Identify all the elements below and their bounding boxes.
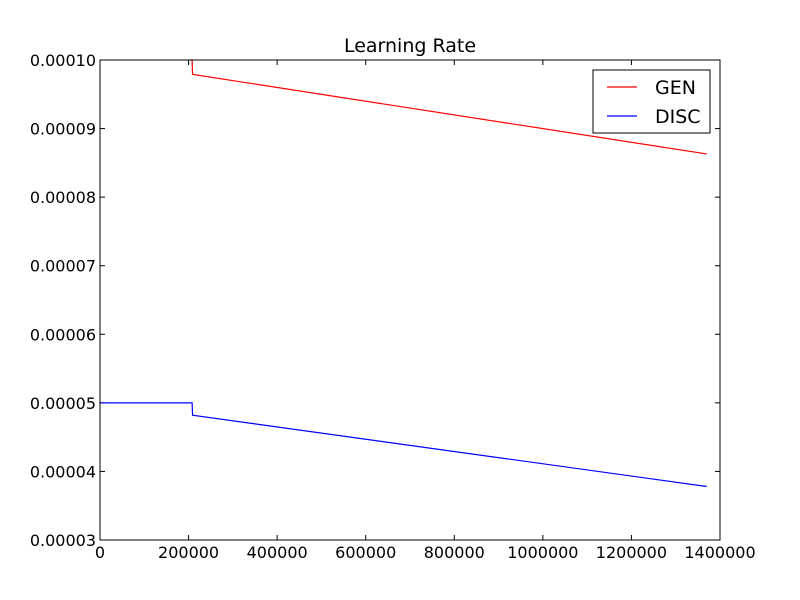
legend-box	[592, 69, 711, 134]
legend-label-disc: DISC	[655, 106, 701, 128]
y-tick-label: 0.00010	[30, 51, 96, 70]
chart-title: Learning Rate	[344, 35, 476, 57]
y-tick-label: 0.00004	[30, 462, 96, 481]
x-tick-label: 200000	[158, 543, 219, 562]
x-tick-label: 0	[95, 543, 105, 562]
y-tick-label: 0.00005	[30, 394, 96, 413]
y-axis-ticks: 0.00003 0.00004 0.00005 0.00006 0.00007 0.000…	[30, 51, 720, 550]
x-tick-label: 600000	[335, 543, 396, 562]
legend-label-gen: GEN	[655, 77, 696, 99]
y-tick-label: 0.00007	[30, 257, 96, 276]
y-tick-label: 0.00006	[30, 325, 96, 344]
y-tick-label: 0.00003	[30, 531, 96, 550]
x-tick-label: 1400000	[684, 543, 755, 562]
x-tick-label: 1000000	[507, 543, 578, 562]
legend: GEN DISC	[592, 69, 711, 134]
y-tick-label: 0.00009	[30, 120, 96, 139]
plot-frame	[99, 59, 721, 541]
x-tick-label: 400000	[247, 543, 308, 562]
x-tick-label: 800000	[424, 543, 485, 562]
y-tick-label: 0.00008	[30, 188, 96, 207]
series-line-disc	[100, 402, 707, 488]
x-axis-ticks: 0 200000 400000 600000 800000 1000000 1200000 1…	[95, 60, 756, 562]
x-tick-label: 1200000	[596, 543, 667, 562]
